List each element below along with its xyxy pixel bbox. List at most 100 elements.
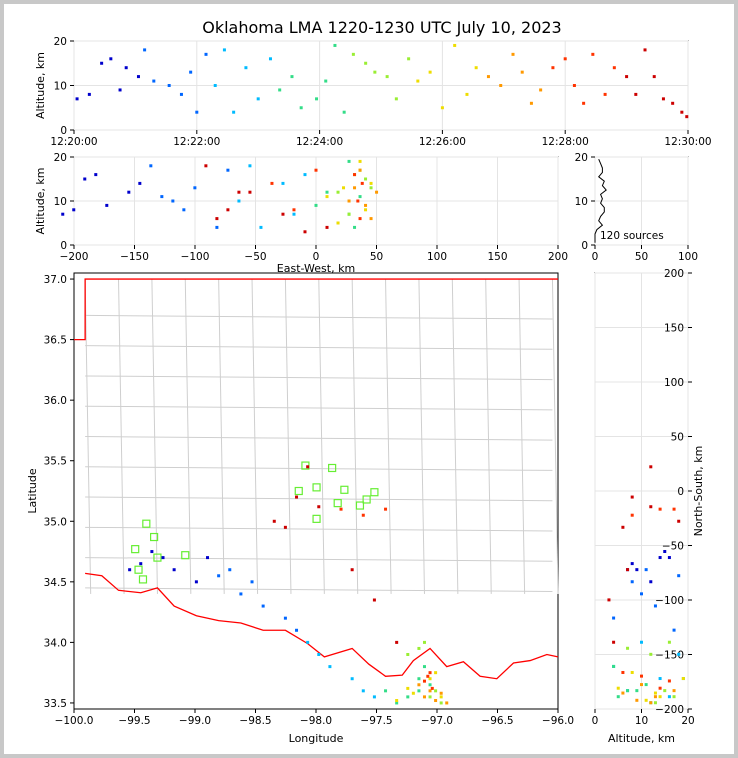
county-border — [184, 279, 192, 594]
source-point — [295, 495, 299, 499]
source-point — [658, 556, 662, 560]
source-point — [358, 217, 362, 221]
source-point — [292, 212, 296, 216]
ew-alt-xtick-label: −50 — [244, 251, 266, 263]
source-point — [439, 695, 443, 699]
county-border — [85, 314, 553, 320]
station-marker — [131, 545, 140, 554]
source-point — [453, 43, 457, 47]
source-point — [336, 221, 340, 225]
source-point — [369, 186, 373, 190]
source-point — [474, 66, 478, 70]
source-point — [268, 57, 272, 61]
station-marker — [150, 532, 159, 542]
source-point — [644, 568, 648, 572]
station-marker — [294, 486, 303, 496]
source-point — [591, 52, 595, 56]
source-point — [426, 674, 430, 678]
source-point — [272, 519, 276, 523]
ew-alt-xtick-label: 0 — [313, 251, 320, 263]
source-point — [486, 75, 490, 79]
source-point — [361, 689, 365, 693]
source-point — [358, 195, 362, 199]
ew-altitude-panel: −200 −150 −100 −50 0 50 100 150 200 0 10 20 Altitude… — [34, 152, 568, 275]
source-point — [643, 48, 647, 52]
source-point — [303, 173, 307, 177]
figure-frame: Oklahoma LMA 1220-1230 UTC July 10, 2023… — [4, 4, 734, 754]
time-alt-ytick-label: 10 — [54, 81, 67, 93]
source-point — [677, 652, 681, 656]
source-point — [167, 84, 171, 87]
source-point — [685, 115, 689, 119]
source-point — [440, 106, 444, 110]
source-point — [417, 677, 421, 681]
source-point — [612, 640, 616, 644]
source-point — [237, 190, 241, 194]
source-point — [499, 84, 503, 87]
source-point — [630, 562, 634, 566]
ns-alt-ytick-label: −50 — [662, 541, 684, 553]
time-alt-ylabel: Altitude, km — [34, 52, 47, 119]
source-point — [649, 580, 653, 584]
source-point — [625, 75, 629, 79]
source-point — [270, 181, 274, 185]
source-point — [339, 507, 343, 511]
source-point — [445, 701, 449, 705]
source-point — [171, 199, 175, 203]
source-point — [306, 465, 310, 469]
source-point — [353, 173, 357, 177]
source-point — [563, 57, 567, 61]
source-point — [439, 701, 443, 705]
source-point — [303, 230, 307, 234]
source-point — [395, 699, 399, 703]
source-point — [149, 164, 153, 168]
source-point — [428, 689, 432, 693]
plan-xtick-label: −99.5 — [118, 715, 150, 727]
station-marker — [142, 519, 151, 528]
source-point — [150, 550, 154, 554]
ns-alt-xtick-label: 20 — [681, 715, 694, 727]
source-point — [239, 592, 243, 596]
plan-ytick-label: 34.0 — [44, 637, 67, 649]
source-point — [644, 683, 648, 687]
ew-alt-xtick-label: 200 — [548, 251, 568, 263]
source-point — [248, 190, 252, 194]
source-point — [328, 665, 332, 669]
source-point — [347, 159, 351, 163]
county-border — [451, 279, 459, 594]
source-point — [353, 186, 357, 190]
source-point — [314, 168, 318, 172]
source-point — [612, 616, 616, 620]
source-point — [295, 628, 299, 632]
source-point — [350, 677, 354, 681]
source-point — [667, 640, 671, 644]
station-marker — [333, 499, 342, 508]
county-border — [485, 279, 492, 594]
source-point — [336, 190, 340, 194]
source-point — [213, 84, 217, 87]
source-point — [364, 208, 368, 212]
source-point — [465, 92, 469, 96]
ns-alt-ytick-label: 50 — [671, 432, 684, 444]
source-point — [72, 208, 76, 212]
source-point — [640, 640, 643, 644]
hist-ytick-label: 10 — [575, 196, 588, 208]
source-point — [237, 199, 241, 203]
source-point — [422, 695, 426, 699]
state-border-south — [85, 572, 559, 680]
source-point — [434, 671, 438, 675]
source-point — [658, 695, 662, 699]
county-border — [551, 279, 559, 594]
ew-alt-xtick-label: −200 — [60, 251, 89, 263]
ew-alt-xtick-label: 100 — [427, 251, 447, 263]
source-point — [364, 61, 368, 65]
source-point — [194, 580, 198, 584]
ns-alt-ytick-label: −150 — [655, 650, 684, 662]
source-point — [417, 689, 421, 693]
source-point — [261, 604, 265, 608]
station-marker — [181, 551, 190, 560]
hist-xtick-label: 100 — [678, 251, 698, 263]
source-point — [551, 66, 555, 70]
source-point — [248, 164, 252, 168]
source-point — [385, 75, 389, 79]
